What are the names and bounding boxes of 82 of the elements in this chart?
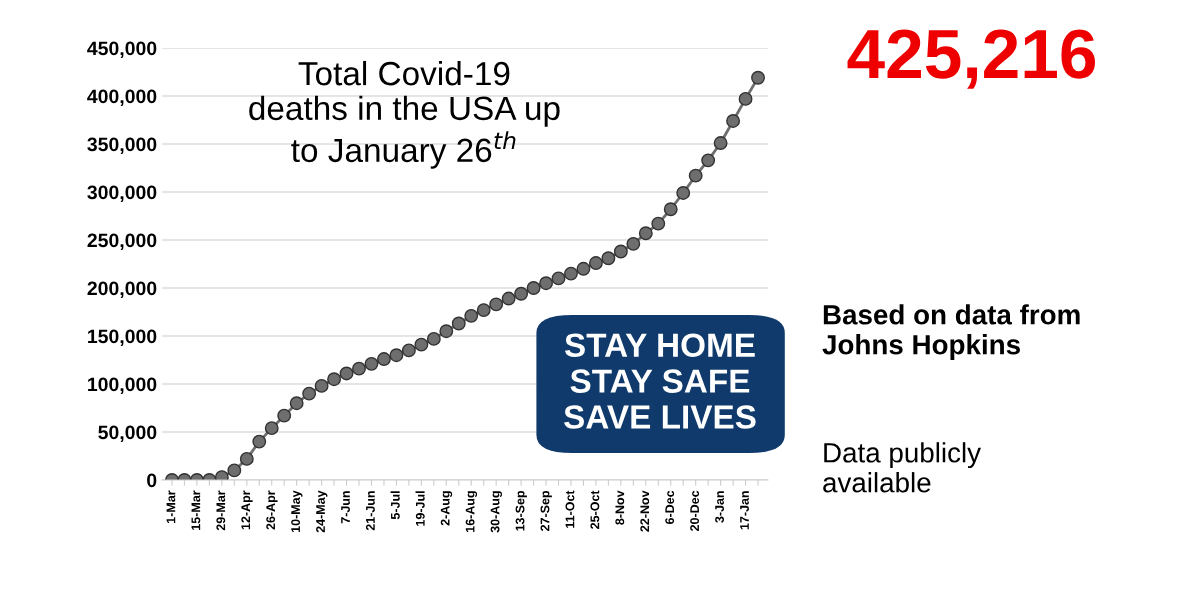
point	[501, 291, 516, 306]
point	[314, 378, 329, 393]
x-tick-label: 7-Jun	[341, 491, 350, 524]
point	[713, 136, 728, 150]
point	[302, 386, 317, 401]
text: Data publicly available	[823, 442, 981, 493]
x-tick-label: 22-Nov	[640, 490, 650, 532]
y-tick-label: 0	[147, 473, 157, 488]
x-tick-label: 19-Jul	[415, 491, 425, 526]
y-tick-label: 200,000	[87, 281, 157, 299]
point	[613, 244, 628, 259]
point	[476, 303, 491, 318]
x-tick-label: 25-Oct	[590, 490, 600, 529]
x-tick-label: 26-Apr	[266, 490, 278, 530]
x-tick-label: 30-Aug	[490, 491, 502, 533]
x-tick-label: 20-Dec	[690, 490, 700, 531]
y-tick-label: 450,000	[87, 41, 157, 59]
x-tick-label: 27-Sep	[540, 490, 552, 531]
point	[626, 236, 641, 251]
text: Based on data from Johns Hopkins	[822, 304, 1080, 360]
point	[526, 281, 541, 295]
point	[389, 348, 404, 363]
x-tick-label: 12-Apr	[241, 490, 253, 530]
point	[576, 261, 591, 276]
point	[564, 266, 578, 281]
point	[227, 463, 242, 478]
x-tick-label: 5-Jul	[390, 491, 400, 520]
point	[426, 331, 441, 346]
point	[601, 251, 616, 266]
point	[364, 356, 379, 371]
point	[489, 297, 504, 312]
x-tick-label: 6-Dec	[665, 490, 675, 524]
point	[439, 324, 454, 339]
point	[751, 70, 765, 85]
point	[239, 451, 254, 466]
text: Total Covid-19 deaths in the USA up to January 26$^{th}$	[249, 60, 560, 169]
x-tick-label: 10-May	[291, 490, 303, 533]
x-tick-label: 17-Jan	[740, 491, 749, 530]
y-tick-label: 300,000	[87, 185, 157, 203]
y-tick-label: 50,000	[98, 425, 157, 443]
point	[588, 256, 603, 270]
point	[252, 434, 267, 449]
point	[688, 168, 703, 183]
x-tick-label: 8-Nov	[615, 490, 625, 525]
point	[327, 372, 342, 387]
point	[401, 343, 416, 358]
point	[551, 271, 566, 286]
point	[414, 337, 429, 352]
point	[464, 308, 479, 323]
point	[539, 276, 553, 291]
point	[377, 352, 391, 366]
x-tick-label: 3-Jan	[715, 491, 724, 523]
point	[738, 91, 753, 106]
x-tick-label: 1-Mar	[166, 490, 176, 523]
point	[638, 226, 653, 241]
point	[663, 202, 678, 217]
x-tick-label: 24-May	[316, 490, 328, 533]
point	[726, 114, 741, 128]
point	[277, 408, 292, 423]
x-tick-label: 2-Aug	[440, 491, 453, 526]
point	[451, 316, 466, 331]
x-tick-label: 11-Oct	[565, 490, 575, 528]
point	[514, 286, 529, 301]
x-tick-label: 21-Jun	[365, 491, 375, 531]
y-tick-label: 250,000	[87, 233, 157, 251]
x-tick-label: 16-Aug	[465, 491, 478, 532]
y-tick-label: 350,000	[87, 137, 157, 155]
point	[676, 186, 691, 200]
x-tick-label: 13-Sep	[515, 490, 527, 531]
point	[651, 216, 666, 231]
x-tick-label: 29-Mar	[216, 490, 226, 531]
point	[264, 421, 279, 436]
annotation: STAY HOME STAY SAFE SAVE LIVES	[564, 333, 756, 429]
text: 425,216	[847, 29, 1096, 89]
point	[352, 361, 366, 376]
point	[289, 396, 304, 411]
point	[701, 153, 716, 168]
point	[339, 366, 354, 381]
y-tick-label: 400,000	[87, 89, 157, 107]
y-tick-label: 100,000	[88, 377, 157, 395]
y-tick-label: 150,000	[88, 329, 157, 347]
x-tick-label: 15-Mar	[191, 490, 201, 530]
